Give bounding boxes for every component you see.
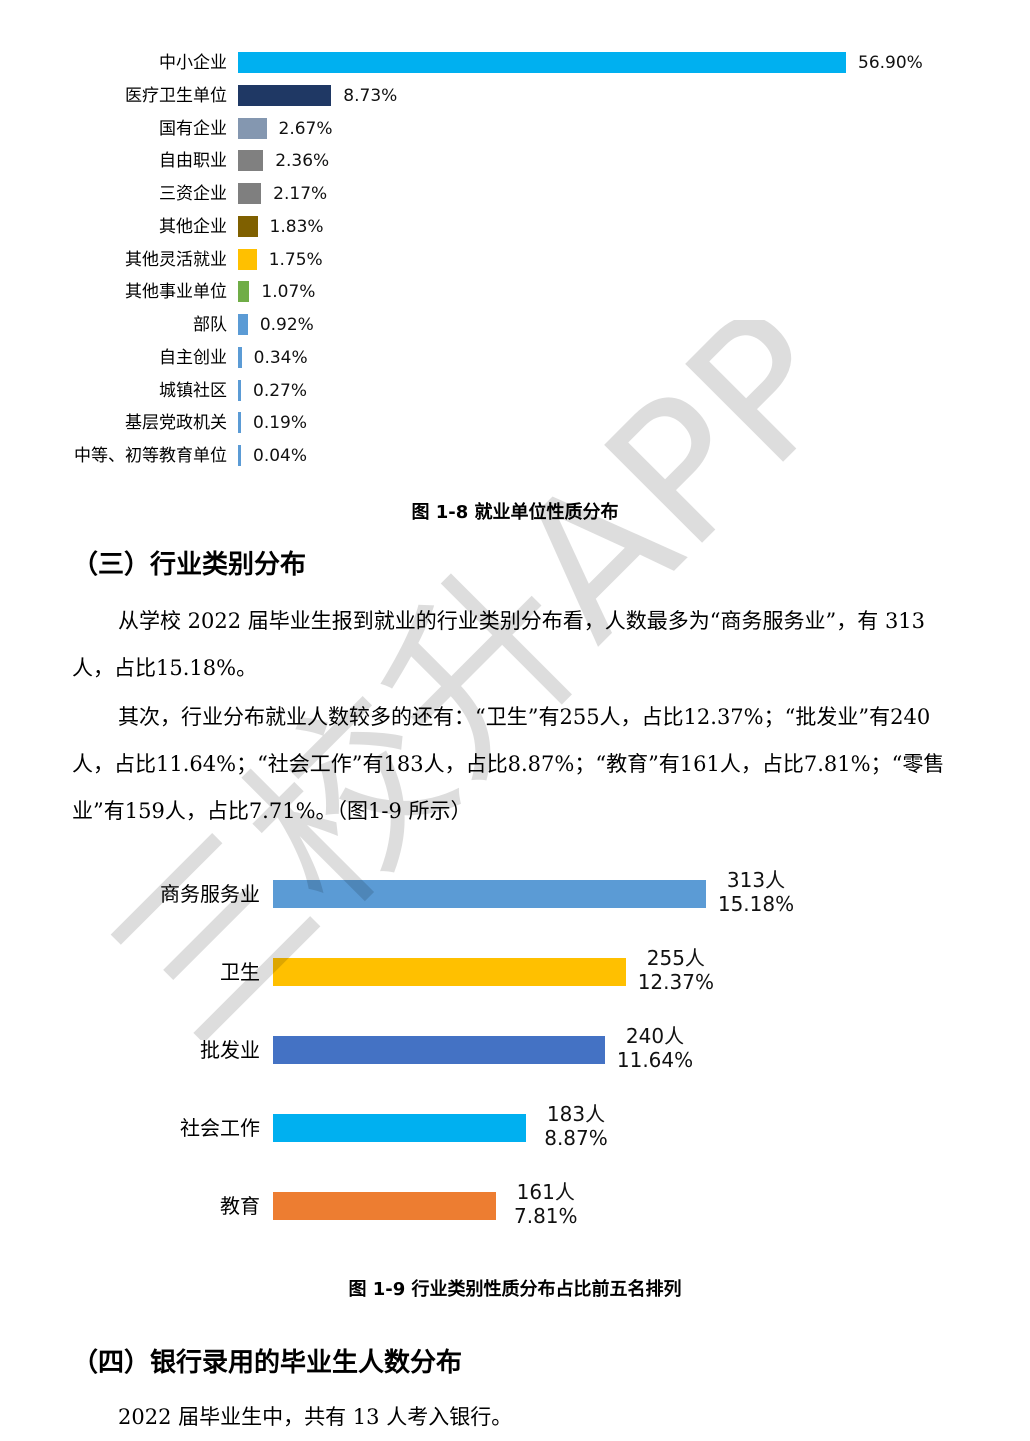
employer-type-bar [238,346,242,368]
employer-type-bar [238,281,250,303]
employer-type-chart: 中小企业 56.90% 医疗卫生单位 8.73% 国有企业 2.67% 自由职业 2.36% 三… [0,0,1030,480]
industry-count-label: 183人 [546,1102,606,1126]
employer-type-value-label: 2.36% [275,151,330,172]
employer-type-bar [238,117,267,139]
section-3-heading: （三）行业类别分布 [72,550,307,580]
employer-type-label: 其他事业单位 [125,282,227,303]
employer-type-label: 部队 [193,315,227,335]
industry-bar [273,958,626,986]
employer-type-bar [238,314,248,335]
employer-type-value-label: 0.34% [253,347,308,368]
industry-bar [273,880,706,908]
employer-type-value-label: 0.92% [259,315,314,335]
employer-type-bar [238,52,846,73]
employer-type-value-label: 1.75% [268,249,323,270]
employer-type-value-label: 0.04% [253,446,308,466]
employer-type-value-label: 0.27% [253,380,308,401]
industry-percent-label: 8.87% [544,1126,608,1150]
employer-type-label: 自由职业 [159,151,227,172]
paragraph-industry-summary: 从学校 2022 届毕业生报到就业的行业类别分布看，人数最多为“商务服务业”，有… [72,609,926,680]
employer-type-value-label: 2.67% [278,118,333,139]
employer-type-label: 自主创业 [159,347,227,368]
industry-percent-label: 7.81% [513,1204,578,1228]
industry-bar [273,1036,606,1064]
industry-percent-label: 15.18% [717,892,795,916]
employer-type-label: 其他灵活就业 [125,249,227,270]
employer-type-label: 中等、初等教育单位 [74,446,227,466]
industry-label: 教育 [220,1194,260,1218]
employer-type-bar [238,445,241,466]
employer-type-label: 其他企业 [159,216,227,237]
employer-type-value-label: 56.90% [858,53,923,73]
employer-type-bar [238,150,264,172]
industry-label: 商务服务业 [160,882,260,906]
figure-1-9-caption: 图 1-9 行业类别性质分布占比前五名排列 [348,1279,682,1300]
employer-type-label: 基层党政机关 [125,413,227,434]
industry-bar [273,1114,526,1142]
employer-type-value-label: 0.19% [253,413,308,434]
industry-count-label: 313人 [726,868,786,892]
figure-1-8-caption: 图 1-8 就业单位性质分布 [411,502,619,523]
industry-top5-chart: 商务服务业 313人 15.18% 卫生 255人 12.37% 批发业 240人 11.64%… [0,850,1030,1250]
employer-type-label: 城镇社区 [159,380,227,401]
employer-type-bar [238,412,241,434]
industry-count-label: 240人 [625,1024,685,1048]
industry-percent-label: 12.37% [637,970,714,994]
employer-type-bar [238,248,257,270]
employer-type-label: 国有企业 [159,118,227,139]
paragraph-bank-hires: 2022 届毕业生中，共有 13 人考入银行。 [118,1405,513,1429]
industry-label: 批发业 [200,1038,260,1062]
industry-bar [273,1192,496,1220]
paragraph-industry-detail: 其次，行业分布就业人数较多的还有：“卫生”有255人，占比12.37%；“批发业… [72,705,945,823]
employer-type-label: 三资企业 [159,184,227,204]
employer-type-bar [238,215,258,237]
industry-label: 卫生 [220,960,260,984]
industry-count-label: 161人 [516,1180,575,1204]
employer-type-value-label: 2.17% [273,184,328,204]
employer-type-value-label: 8.73% [343,85,398,106]
employer-type-bar [238,379,241,401]
employer-type-value-label: 1.83% [269,216,324,237]
industry-count-label: 255人 [646,946,705,970]
employer-type-label: 中小企业 [159,53,227,73]
employer-type-label: 医疗卫生单位 [125,85,227,106]
employer-type-value-label: 1.07% [261,282,316,303]
industry-label: 社会工作 [180,1116,260,1140]
employer-type-bar [238,84,332,106]
employer-type-bar [238,183,262,204]
section-4-heading: （四）银行录用的毕业生人数分布 [72,1348,463,1378]
industry-percent-label: 11.64% [616,1048,694,1072]
